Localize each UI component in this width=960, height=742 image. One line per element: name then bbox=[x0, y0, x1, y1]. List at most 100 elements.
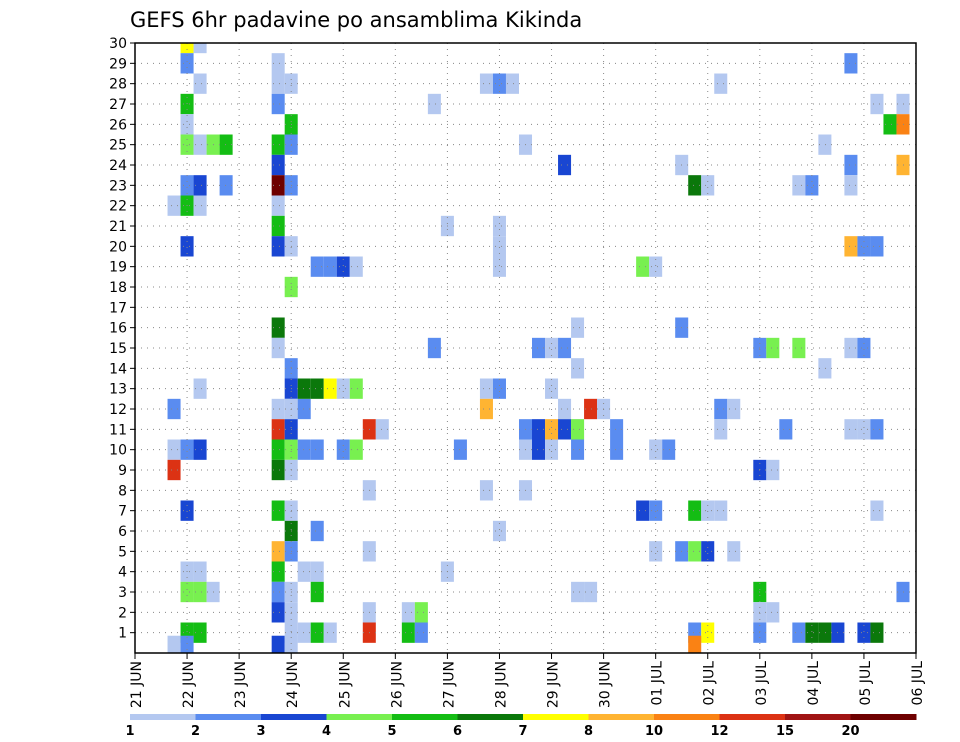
heatmap-cell bbox=[870, 419, 884, 440]
heatmap-cell bbox=[649, 256, 663, 277]
heatmap-cell bbox=[688, 500, 702, 521]
legend-swatch bbox=[654, 714, 720, 720]
heatmap-cell bbox=[180, 635, 194, 653]
heatmap-cell bbox=[336, 378, 350, 399]
y-tick-label: 10 bbox=[109, 443, 127, 459]
heatmap-cell bbox=[870, 236, 884, 257]
heatmap-cell bbox=[492, 378, 506, 399]
x-tick-label: 22 JUN bbox=[181, 661, 197, 708]
heatmap-cell bbox=[349, 256, 363, 277]
y-tick-label: 28 bbox=[109, 77, 127, 93]
heatmap-cell bbox=[271, 93, 285, 115]
heatmap-cell bbox=[336, 256, 350, 277]
legend-swatch bbox=[523, 714, 589, 720]
legend-label: 6 bbox=[453, 724, 462, 739]
heatmap-cell bbox=[558, 398, 572, 420]
heatmap-cell bbox=[714, 419, 728, 440]
heatmap-cell bbox=[545, 337, 559, 359]
heatmap-cell bbox=[714, 398, 728, 420]
legend-label: 2 bbox=[191, 724, 200, 739]
heatmap-cell bbox=[844, 337, 858, 359]
legend-label: 10 bbox=[645, 724, 663, 739]
legend-label: 3 bbox=[256, 724, 265, 739]
y-tick-label: 29 bbox=[109, 56, 127, 72]
heatmap-cell bbox=[180, 581, 194, 603]
heatmap-cell bbox=[883, 114, 897, 135]
legend-swatch bbox=[130, 714, 196, 720]
heatmap-cell bbox=[870, 500, 884, 521]
heatmap-cell bbox=[427, 337, 441, 359]
heatmap-cell bbox=[219, 134, 233, 155]
heatmap-cell bbox=[271, 581, 285, 603]
legend-swatch bbox=[261, 714, 327, 720]
heatmap-cell bbox=[766, 459, 780, 481]
heatmap-cell bbox=[649, 439, 663, 460]
heatmap-cells bbox=[167, 43, 910, 653]
legend-swatch bbox=[850, 714, 917, 720]
x-tick-label: 21 JUN bbox=[129, 661, 145, 708]
heatmap-cell bbox=[558, 154, 572, 176]
y-tick-label: 21 bbox=[109, 219, 127, 235]
heatmap-cell bbox=[479, 398, 493, 420]
heatmap-cell bbox=[193, 43, 207, 54]
heatmap-cell bbox=[310, 378, 324, 399]
heatmap-cell bbox=[701, 622, 715, 643]
heatmap-cell bbox=[870, 622, 884, 643]
heatmap-cell bbox=[701, 541, 715, 562]
heatmap-cell bbox=[167, 439, 181, 460]
y-tick-label: 6 bbox=[118, 524, 127, 540]
heatmap-cell bbox=[532, 337, 546, 359]
heatmap-cell bbox=[271, 154, 285, 176]
legend-label: 20 bbox=[841, 724, 859, 739]
heatmap-cell bbox=[193, 134, 207, 155]
heatmap-cell bbox=[532, 439, 546, 460]
grid-lines bbox=[135, 43, 916, 653]
heatmap-cell bbox=[401, 622, 415, 643]
heatmap-cell bbox=[297, 378, 311, 399]
legend-swatch bbox=[588, 714, 655, 720]
legend-swatch bbox=[785, 714, 851, 720]
color-legend: 1 2 3 4 5 6 7 8 10 12 15 20 bbox=[125, 714, 917, 739]
heatmap-cell bbox=[271, 602, 285, 623]
heatmap-cell bbox=[297, 439, 311, 460]
legend-swatch bbox=[195, 714, 262, 720]
x-tick-label: 30 JUN bbox=[598, 661, 614, 708]
heatmap-cell bbox=[349, 439, 363, 460]
heatmap-cell bbox=[792, 337, 806, 359]
y-tick-label: 23 bbox=[109, 178, 127, 194]
chart-title: GEFS 6hr padavine po ansamblima Kikinda bbox=[130, 8, 582, 32]
heatmap-cell bbox=[271, 500, 285, 521]
legend-swatch bbox=[457, 714, 524, 720]
heatmap-cell bbox=[180, 43, 194, 54]
heatmap-cell bbox=[818, 134, 832, 155]
heatmap-cell bbox=[857, 622, 871, 643]
heatmap-cell bbox=[818, 358, 832, 379]
heatmap-cell bbox=[649, 541, 663, 562]
heatmap-cell bbox=[193, 561, 207, 582]
heatmap-cell bbox=[180, 175, 194, 196]
heatmap-cell bbox=[271, 459, 285, 481]
heatmap-cell bbox=[193, 175, 207, 196]
heatmap-cell bbox=[844, 175, 858, 196]
heatmap-cell bbox=[414, 602, 428, 623]
y-tick-label: 27 bbox=[109, 97, 127, 113]
legend-swatch bbox=[326, 714, 393, 720]
y-tick-label: 18 bbox=[109, 280, 127, 296]
heatmap-cell bbox=[714, 73, 728, 94]
heatmap-cell bbox=[271, 635, 285, 653]
heatmap-cell bbox=[571, 317, 585, 338]
heatmap-cell bbox=[610, 439, 624, 460]
heatmap-cell bbox=[349, 378, 363, 399]
y-tick-label: 14 bbox=[109, 361, 127, 377]
y-tick-label: 15 bbox=[109, 341, 127, 357]
heatmap-cell bbox=[792, 175, 806, 196]
heatmap-cell bbox=[271, 73, 285, 94]
heatmap-cell bbox=[532, 419, 546, 440]
heatmap-cell bbox=[857, 236, 871, 257]
heatmap-cell bbox=[857, 337, 871, 359]
heatmap-cell bbox=[167, 635, 181, 653]
heatmap-cell bbox=[701, 500, 715, 521]
heatmap-cell bbox=[219, 175, 233, 196]
heatmap-cell bbox=[297, 561, 311, 582]
heatmap-cell bbox=[180, 236, 194, 257]
